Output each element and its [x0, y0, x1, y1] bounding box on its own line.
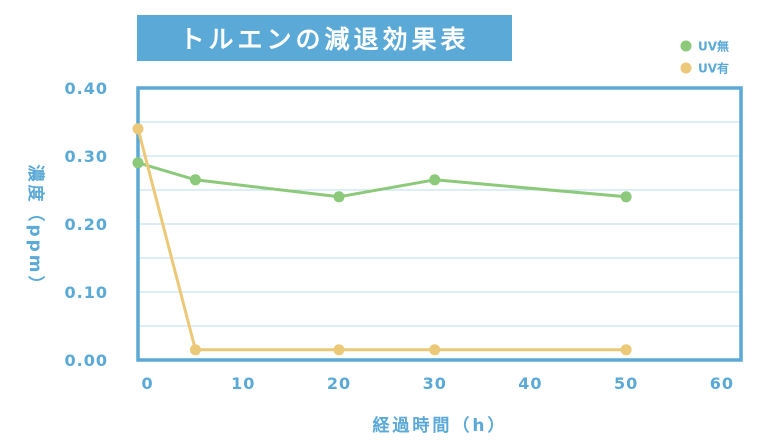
grid-lines	[138, 121, 741, 327]
legend-marker	[680, 40, 692, 52]
series-line-0	[137, 161, 627, 199]
x-tick-label: 0	[142, 374, 154, 393]
y-tick-label: 0.30	[65, 147, 108, 166]
data-point	[333, 191, 345, 203]
series-line-1	[136, 128, 627, 352]
y-tick-label: 0.10	[65, 283, 108, 302]
series-layer	[132, 123, 632, 356]
x-tick-label: 10	[231, 374, 255, 393]
plot-frame	[136, 86, 743, 362]
x-tick-label: 50	[614, 374, 638, 393]
legend-label: UV無	[698, 39, 729, 54]
chart-title: トルエンの減退効果表	[179, 25, 470, 54]
x-tick-label: 30	[423, 374, 447, 393]
x-tick-label: 20	[327, 374, 351, 393]
data-point	[132, 123, 144, 135]
x-tick-label: 40	[518, 374, 542, 393]
chart-title-box: トルエンの減退効果表	[137, 15, 512, 61]
data-point	[429, 174, 441, 186]
data-point	[333, 344, 345, 356]
data-point	[620, 191, 632, 203]
x-tick-labels: 0 10 20 30 40 50 60	[142, 374, 734, 393]
y-tick-labels: 0.00 0.10 0.20 0.30 0.40	[65, 79, 108, 370]
data-point	[429, 344, 441, 356]
y-tick-label: 0.20	[65, 215, 108, 234]
data-point	[132, 157, 144, 169]
data-point	[189, 344, 201, 356]
y-tick-label: 0.00	[65, 351, 108, 370]
legend-label: UV有	[698, 61, 729, 76]
legend-marker	[680, 62, 692, 74]
legend: UV無 UV有	[680, 39, 729, 76]
y-axis-label: 濃度（ppm）	[25, 164, 46, 295]
y-tick-label: 0.40	[65, 79, 108, 98]
x-axis-label: 経過時間（h）	[372, 415, 507, 436]
data-point	[189, 174, 201, 186]
data-point	[620, 344, 632, 356]
x-tick-label: 60	[710, 374, 734, 393]
